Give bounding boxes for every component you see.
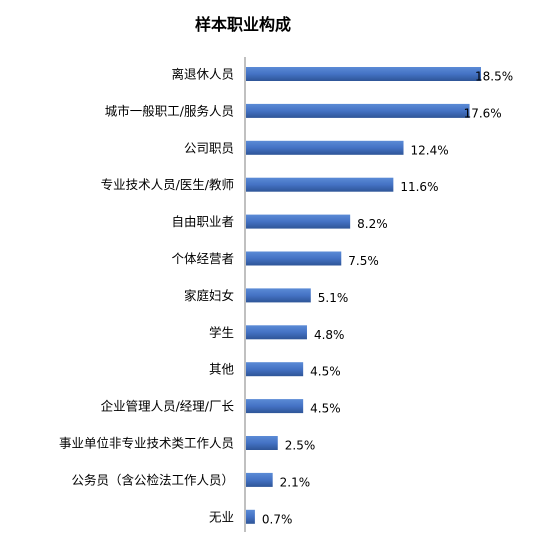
category-label: 其他 [209,362,235,377]
value-label: 5.1% [318,291,349,305]
bar [246,509,255,524]
category-label: 事业单位非专业技术类工作人员 [59,436,234,451]
category-label: 学生 [209,325,234,340]
value-label: 2.5% [285,439,316,453]
value-label: 7.5% [348,254,379,268]
category-label: 无业 [209,509,234,524]
category-label: 自由职业者 [171,214,234,229]
value-label: 12.4% [411,143,449,157]
bar [246,214,351,229]
value-label: 0.7% [262,512,293,526]
value-label: 17.6% [464,106,502,120]
category-labels: 离退休人员城市一般职工/服务人员公司职员专业技术人员/医生/教师自由职业者个体经… [59,67,235,525]
category-label: 专业技术人员/医生/教师 [101,177,234,192]
category-label: 个体经营者 [171,251,234,266]
bar [246,325,307,340]
bar [246,177,394,192]
value-label: 4.5% [310,402,341,416]
value-label: 2.1% [280,475,311,489]
category-label: 离退休人员 [171,67,234,82]
bar [246,436,278,450]
bar [246,288,311,303]
value-label: 4.8% [314,328,345,342]
category-label: 公务员（含公检法工作人员） [71,472,234,487]
value-labels: 18.5% 17.6% 12.4% 11.6% 8.2% 7.5% 5.1% 4.8% 4.5%… [262,70,513,527]
category-label: 企业管理人员/经理/厂长 [101,399,235,414]
bar [246,399,304,414]
bar [246,362,304,377]
bar [246,251,342,266]
bar [246,472,273,487]
value-label: 4.5% [310,365,341,379]
bars-layer [246,67,481,524]
category-label: 城市一般职工/服务人员 [105,103,234,118]
category-label: 家庭妇女 [184,288,234,303]
bar [246,67,481,81]
value-label: 8.2% [357,217,388,231]
bar [246,140,404,155]
value-label: 18.5% [475,70,513,84]
chart-title: 样本职业构成 [195,15,291,34]
value-label: 11.6% [400,180,438,194]
bar [246,103,470,118]
category-label: 公司职员 [184,140,234,155]
